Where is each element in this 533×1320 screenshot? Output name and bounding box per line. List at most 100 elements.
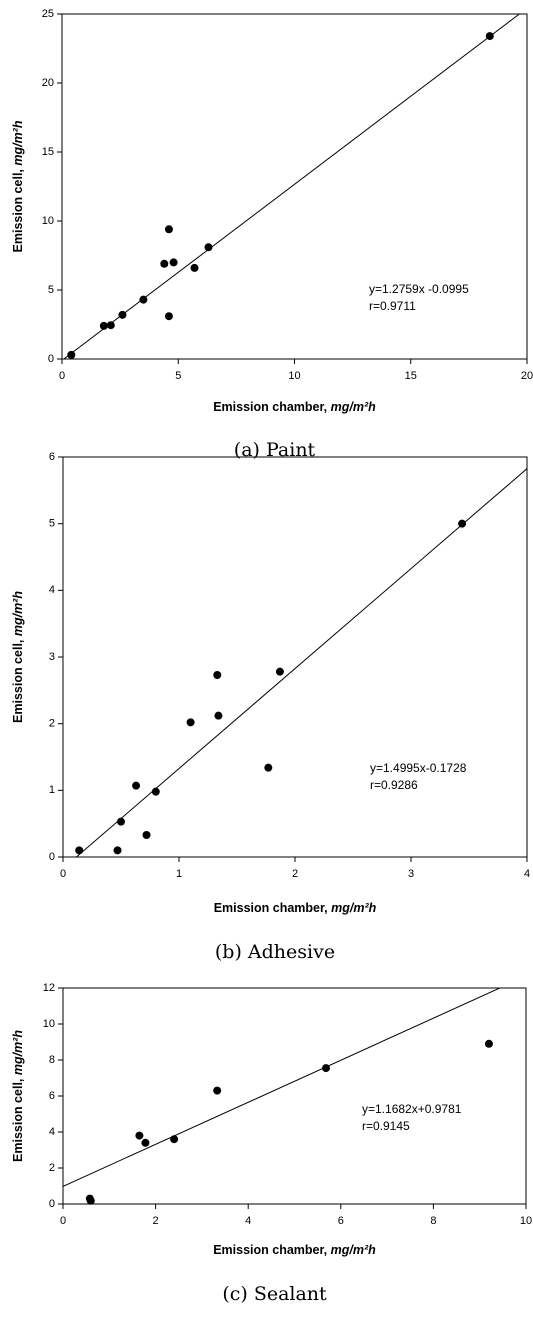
x-tick-label: 15 [405,370,417,382]
data-point [118,310,127,319]
x-axis-label-text: Emission chamber, [213,400,330,414]
annotation: y=1.2759x -0.0995 [369,282,469,296]
caption: (c) Sealant [222,1283,327,1305]
x-axis-label: Emission chamber, mg/m²h [213,1243,376,1257]
x-tick-label: 4 [524,868,530,880]
chart-panel: 0 1 2 3 4 0 1 2 3 4 5 6 y=1.4995x-0.1728 r=0.9286 Emis… [11,451,530,963]
data-point [151,787,160,796]
data-point [275,667,284,676]
y-tick-label: 25 [42,8,54,20]
data-point [190,263,199,272]
annotation: r=0.9711 [369,299,416,313]
data-point [170,1135,179,1144]
data-point [164,225,173,234]
y-tick-label: 12 [43,982,55,994]
x-tick-label: 10 [520,1215,532,1227]
x-axis-label-unit: mg/m²h [331,400,377,414]
x-tick-label: 20 [521,370,533,382]
data-point [484,1039,493,1048]
data-point [117,817,125,826]
y-axis-label-unit: mg/m²h [11,591,25,637]
y-tick-label: 0 [49,851,55,863]
y-tick-label: 20 [42,77,54,89]
x-tick-label: 8 [430,1215,436,1227]
y-tick-label: 5 [48,284,54,296]
data-point [67,350,76,359]
data-point [164,312,173,321]
data-point [213,671,222,679]
data-point [75,846,84,855]
plot-frame [62,456,528,858]
data-point [458,519,467,528]
data-point [142,831,151,839]
x-tick-label: 10 [288,370,300,382]
y-tick-label: 0 [49,1198,55,1210]
y-axis-label: Emission cell, mg/m²h [11,591,25,723]
data-point [169,258,178,267]
y-tick-label: 2 [49,718,55,730]
data-point [214,711,223,720]
y-tick-label: 10 [42,215,54,227]
x-axis-label-text: Emission chamber, [213,1243,330,1257]
annotation: y=1.1682x+0.9781 [362,1102,462,1116]
y-tick-label: 3 [49,651,55,663]
data-point [264,763,273,772]
fit-line [62,14,521,359]
x-axis-label: Emission chamber, mg/m²h [213,400,376,414]
y-axis-label: Emission cell, mg/m²h [11,1030,25,1162]
y-axis-label: Emission cell, mg/m²h [11,120,25,252]
y-tick-label: 4 [49,1126,55,1138]
data-point [99,321,108,330]
chart-panel: 0 2 4 6 8 10 0 2 4 6 8 10 12 y=1.1682x+0.9781 r=0.9145… [11,982,532,1305]
data-point [113,846,122,855]
y-tick-label: 6 [49,451,55,463]
x-tick-label: 2 [153,1215,159,1227]
y-tick-label: 10 [43,1018,55,1030]
x-tick-label: 0 [60,1215,66,1227]
y-axis-label-text: Emission cell, [11,166,25,253]
annotation: r=0.9145 [362,1119,410,1133]
x-tick-label: 1 [176,868,182,880]
annotation: r=0.9286 [370,778,418,792]
data-point [186,718,195,727]
fit-line [63,988,502,1187]
data-point [86,1196,95,1205]
plot-frame [62,987,527,1205]
x-tick-label: 0 [59,370,65,382]
y-tick-label: 4 [49,584,55,596]
y-tick-label: 5 [49,518,55,530]
caption: (a) Paint [234,439,316,461]
y-tick-label: 0 [48,353,54,365]
y-axis-label-text: Emission cell, [11,1075,25,1162]
data-point [160,259,169,268]
data-point [213,1086,222,1095]
data-point [321,1064,330,1073]
y-axis-label-unit: mg/m²h [11,120,25,166]
fit-line [75,468,527,857]
x-tick-label: 4 [245,1215,251,1227]
data-point [106,321,115,330]
y-tick-label: 15 [42,146,54,158]
x-axis-label-unit: mg/m²h [331,1243,377,1257]
y-tick-label: 1 [49,784,55,796]
x-tick-label: 0 [60,868,66,880]
x-axis-label: Emission chamber, mg/m²h [214,901,377,915]
y-axis-label-text: Emission cell, [11,636,25,723]
x-tick-label: 2 [292,868,298,880]
caption: (b) Adhesive [215,941,335,963]
x-tick-label: 5 [175,370,181,382]
y-axis-label-unit: mg/m²h [11,1030,25,1076]
x-tick-label: 3 [408,868,414,880]
data-point [139,295,148,304]
data-point [132,781,141,790]
y-tick-label: 8 [49,1054,55,1066]
data-point [204,243,213,252]
x-tick-label: 6 [338,1215,344,1227]
data-point [141,1138,150,1147]
y-tick-label: 2 [49,1162,55,1174]
x-axis-label-unit: mg/m²h [331,901,377,915]
annotation: y=1.4995x-0.1728 [370,761,467,775]
data-point [135,1131,144,1140]
y-tick-label: 6 [49,1090,55,1102]
